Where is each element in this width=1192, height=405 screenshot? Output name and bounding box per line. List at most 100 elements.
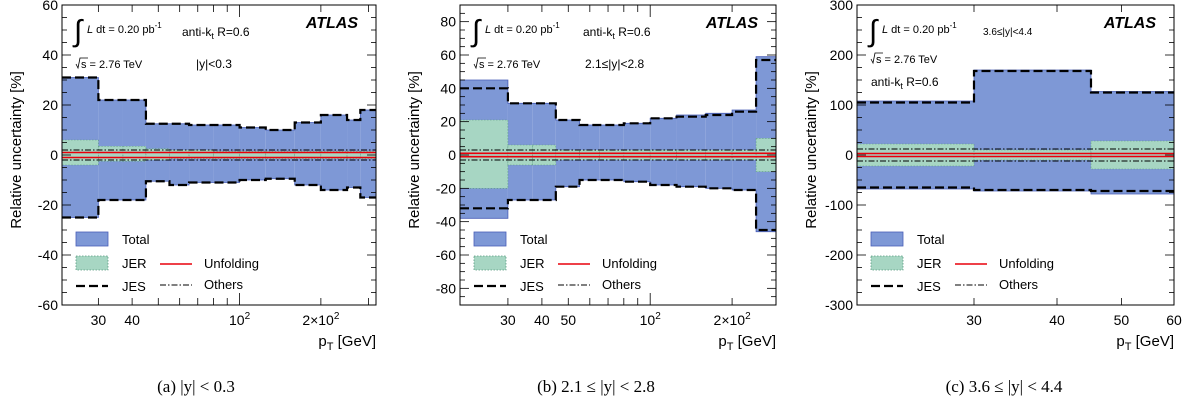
y-tick-label: -80: [436, 280, 456, 296]
energy-text: s = 2.76 TeV: [75, 57, 143, 71]
y-axis-label: Relative uncertainty [%]: [8, 71, 25, 229]
y-axis-label: Relative uncertainty [%]: [406, 71, 423, 229]
jes-line: [460, 58, 776, 127]
y-tick-label: -100: [825, 197, 853, 213]
total-band-bin: [973, 70, 1091, 191]
x-tick-label: 30: [500, 312, 516, 328]
jer-band-bin: [623, 149, 651, 161]
x-tick-label: 2×102: [302, 311, 340, 328]
jer-band-bin: [973, 149, 1092, 161]
y-tick-label: 200: [830, 47, 854, 63]
x-axis-label: pT [GeV]: [318, 333, 376, 353]
jer-band-bin: [598, 149, 625, 161]
jer-band-bin: [705, 149, 733, 161]
legend: Total JER Unfolding JES Others: [473, 231, 657, 294]
lumi-text: L dt = 0.20 pb-1: [882, 21, 957, 36]
energy-value: s = 2.76 TeV: [479, 59, 541, 71]
jer-band-bin: [346, 150, 361, 160]
y-tick-label: -20: [38, 197, 58, 213]
jer-band-bin: [731, 149, 757, 161]
legend-swatch-jer: [75, 255, 109, 271]
rapidity-range: 3.6≤|y|<4.4: [983, 27, 1033, 38]
energy-text: s = 2.76 TeV: [473, 57, 541, 71]
x-axis-label: pT [GeV]: [1116, 333, 1174, 353]
x-tick-label: 60: [1166, 312, 1182, 328]
y-tick-label: -40: [38, 247, 58, 263]
rapidity-range: |y|<0.3: [196, 57, 232, 71]
algo-text: anti-kt R=0.6: [871, 75, 939, 91]
legend-label-unfolding: Unfolding: [602, 256, 657, 271]
x-tick-label: 50: [1114, 312, 1130, 328]
y-tick-label: 80: [440, 14, 456, 30]
legend-label-jer: JER: [520, 256, 545, 271]
atlas-label: ATLAS: [305, 15, 358, 32]
jer-band-bin: [122, 145, 147, 162]
lumi-text: L dt = 0.20 pb-1: [87, 21, 162, 36]
jer-band-bin: [532, 144, 557, 166]
integral-symbol: ∫: [867, 15, 879, 48]
x-tick-label: 40: [1049, 312, 1065, 328]
jer-band-bin: [213, 150, 240, 160]
y-tick-label: 100: [830, 97, 854, 113]
sqrt-symbol: [75, 57, 88, 70]
x-tick-label: 30: [966, 312, 982, 328]
energy-value: s = 2.76 TeV: [876, 54, 938, 66]
jer-band-bin: [294, 150, 322, 160]
algo-text: anti-kt R=0.6: [182, 25, 250, 41]
y-tick-label: 0: [50, 147, 58, 163]
y-axis-label: Relative uncertainty [%]: [803, 71, 820, 229]
panel-2: -80 -60 -40 -20 0 20 40 60 80 30 40 50 102 2×102 pT [G…: [406, 4, 777, 396]
legend-swatch-total: [870, 231, 904, 247]
jes-line: [857, 186, 1174, 193]
legend: Total JER Unfolding JES Others: [870, 231, 1054, 294]
y-tick-label: 20: [440, 114, 456, 130]
y-tick-label: 300: [830, 0, 854, 13]
jes-line: [460, 178, 776, 232]
plot-area: [857, 69, 1174, 195]
panel-1: -60 -40 -20 0 20 40 60 30 40 102 2×102 pT [GeV] Rela…: [8, 0, 377, 396]
y-tick-label: 20: [42, 97, 58, 113]
legend-label-jes: JES: [917, 279, 941, 294]
jer-band-bin: [857, 143, 975, 167]
x-tick-label: 50: [560, 312, 576, 328]
x-tick-label: 40: [534, 312, 550, 328]
atlas-label: ATLAS: [1103, 15, 1156, 32]
energy-value: s = 2.76 TeV: [81, 59, 143, 71]
y-tick-label: -40: [436, 214, 456, 230]
y-tick-label: -60: [38, 297, 58, 313]
y-tick-label: -300: [825, 297, 853, 313]
y-tick-label: -20: [436, 180, 456, 196]
y-tick-label: 40: [440, 80, 456, 96]
legend-label-total: Total: [917, 232, 945, 247]
legend-swatch-jer: [473, 255, 507, 271]
panel-caption: (b) 2.1 ≤ |y| < 2.8: [537, 377, 655, 396]
x-axis-label: pT [GeV]: [718, 333, 776, 353]
y-tick-label: -200: [825, 247, 853, 263]
jer-band-bin: [676, 149, 707, 161]
jer-band-bin: [1090, 140, 1174, 170]
panel-3: -300 -200 -100 0 100 200 300 30 40 50 60 pT [GeV] Re…: [803, 0, 1182, 396]
y-tick-label: 60: [42, 0, 58, 13]
jer-band-bin: [555, 149, 580, 161]
x-tick-label: 40: [124, 312, 140, 328]
panel-caption: (c) 3.6 ≤ |y| < 4.4: [946, 377, 1063, 396]
legend-label-jes: JES: [520, 279, 544, 294]
legend: Total JER Unfolding JES Others: [75, 231, 259, 294]
plot-area: [460, 56, 776, 233]
jer-band-bin: [265, 150, 296, 160]
legend-label-others: Others: [999, 277, 1039, 292]
atlas-label: ATLAS: [705, 15, 758, 32]
legend-label-jer: JER: [917, 256, 942, 271]
sqrt-symbol: [473, 57, 486, 70]
legend-label-unfolding: Unfolding: [999, 256, 1054, 271]
rapidity-range: 2.1≤|y|<2.8: [585, 57, 645, 71]
y-tick-label: 40: [42, 47, 58, 63]
legend-label-jer: JER: [122, 256, 147, 271]
sqrt-symbol: [870, 52, 883, 65]
jer-band-bin: [649, 149, 677, 161]
integral-symbol: ∫: [470, 15, 482, 48]
jer-band-bin: [579, 149, 600, 161]
lumi-text: L dt = 0.20 pb-1: [485, 21, 560, 36]
x-tick-label: 102: [640, 311, 662, 328]
